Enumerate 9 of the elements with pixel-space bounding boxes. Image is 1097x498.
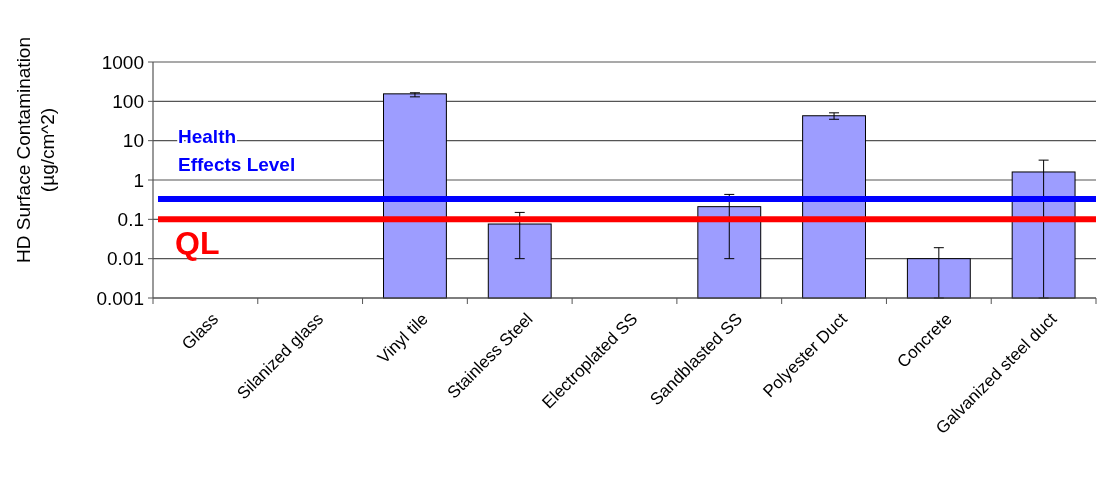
y-tick-label: 0.1 xyxy=(117,208,144,230)
y-tick-label: 100 xyxy=(112,90,144,112)
y-tick-label: 1 xyxy=(133,169,144,191)
ref-line-label: QL xyxy=(175,225,220,262)
y-tick-label: 1000 xyxy=(101,51,144,73)
y-tick-label: 0.01 xyxy=(107,248,144,270)
y-tick-label: 10 xyxy=(122,130,144,152)
y-tick-label: 0.001 xyxy=(96,287,144,309)
y-axis-title: HD Surface Contamination (µg/cm^2) xyxy=(13,37,58,263)
